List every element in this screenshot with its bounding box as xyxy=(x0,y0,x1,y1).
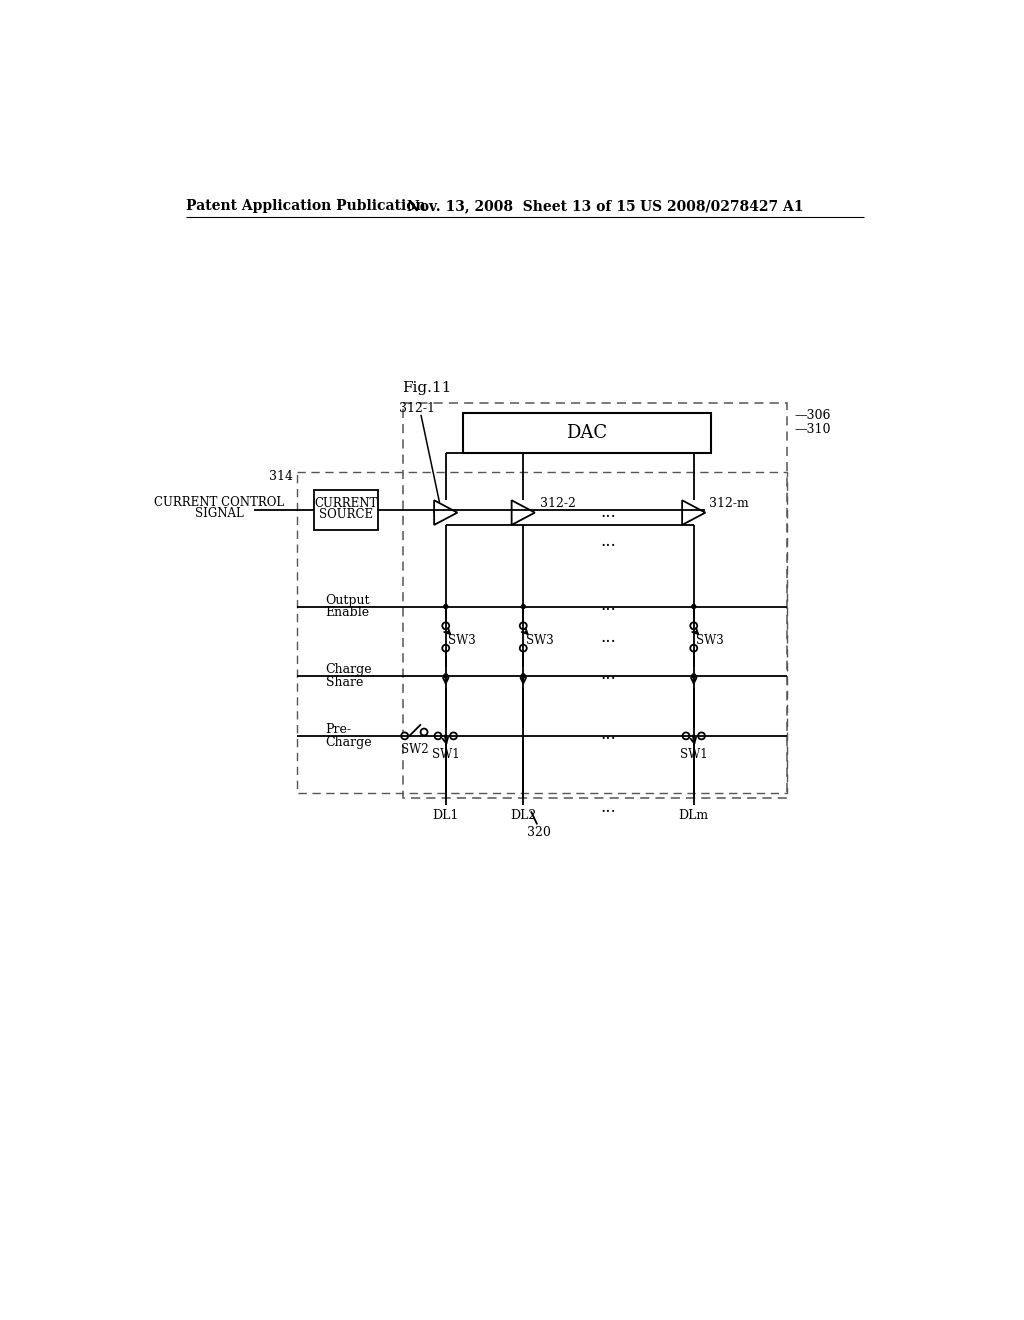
Text: DL2: DL2 xyxy=(510,809,537,822)
Circle shape xyxy=(401,733,409,739)
Circle shape xyxy=(690,622,697,630)
Bar xyxy=(314,490,378,529)
Circle shape xyxy=(691,603,696,610)
Text: Fig.11: Fig.11 xyxy=(401,381,451,395)
Text: 312-m: 312-m xyxy=(710,496,749,510)
Text: Patent Application Publication: Patent Application Publication xyxy=(186,199,426,213)
Text: 312-1: 312-1 xyxy=(399,403,435,416)
Circle shape xyxy=(690,644,697,652)
Text: ...: ... xyxy=(601,726,616,743)
Text: ...: ... xyxy=(601,597,616,614)
Text: SW3: SW3 xyxy=(696,634,724,647)
Text: SW2: SW2 xyxy=(401,743,429,756)
Text: ...: ... xyxy=(601,799,616,816)
Circle shape xyxy=(434,733,441,739)
Text: DL1: DL1 xyxy=(432,809,459,822)
Text: SW1: SW1 xyxy=(432,748,460,760)
Circle shape xyxy=(421,729,428,735)
Circle shape xyxy=(442,622,450,630)
Text: ...: ... xyxy=(601,532,616,549)
Circle shape xyxy=(442,644,450,652)
Text: Share: Share xyxy=(326,676,362,689)
Circle shape xyxy=(520,603,526,610)
Circle shape xyxy=(443,603,449,610)
Text: —310: —310 xyxy=(795,422,831,436)
Text: CURRENT CONTROL: CURRENT CONTROL xyxy=(155,496,285,510)
Circle shape xyxy=(520,644,526,652)
Text: Enable: Enable xyxy=(326,606,370,619)
Text: ...: ... xyxy=(601,665,616,682)
Circle shape xyxy=(520,673,526,678)
Text: —306: —306 xyxy=(795,409,831,422)
Text: ...: ... xyxy=(601,628,616,645)
Text: 314: 314 xyxy=(269,470,293,483)
Bar xyxy=(297,471,786,793)
Text: Pre-: Pre- xyxy=(326,723,351,737)
Circle shape xyxy=(443,673,449,678)
Text: 320: 320 xyxy=(526,826,551,840)
Text: SOURCE: SOURCE xyxy=(318,508,373,521)
Text: SW3: SW3 xyxy=(525,634,553,647)
Circle shape xyxy=(450,733,457,739)
Text: Charge: Charge xyxy=(326,735,373,748)
Text: SW1: SW1 xyxy=(680,748,708,760)
Text: Nov. 13, 2008  Sheet 13 of 15: Nov. 13, 2008 Sheet 13 of 15 xyxy=(407,199,636,213)
Text: Charge: Charge xyxy=(326,663,373,676)
Circle shape xyxy=(683,733,689,739)
Circle shape xyxy=(520,622,526,630)
Text: ...: ... xyxy=(601,504,616,521)
Text: US 2008/0278427 A1: US 2008/0278427 A1 xyxy=(640,199,803,213)
Text: DAC: DAC xyxy=(566,424,607,441)
Bar xyxy=(403,404,786,797)
Bar xyxy=(463,412,711,453)
Text: DLm: DLm xyxy=(679,809,709,822)
Circle shape xyxy=(698,733,705,739)
Circle shape xyxy=(691,673,696,678)
Text: SW3: SW3 xyxy=(449,634,476,647)
Text: SIGNAL: SIGNAL xyxy=(196,507,244,520)
Text: 312-2: 312-2 xyxy=(541,496,577,510)
Text: CURRENT: CURRENT xyxy=(314,496,378,510)
Text: Output: Output xyxy=(326,594,370,607)
